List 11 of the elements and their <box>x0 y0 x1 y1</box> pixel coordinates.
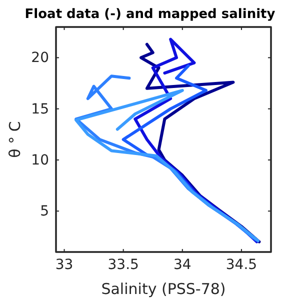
y-tick-label: 10 <box>31 152 49 168</box>
x-tick-label: 34 <box>173 256 192 273</box>
x-tick-label: 33 <box>55 256 74 273</box>
x-axis-title: Salinity (PSS-78) <box>101 280 226 298</box>
y-tick-label: 15 <box>31 101 49 118</box>
y-tick-label: 5 <box>40 204 49 220</box>
x-tick-label: 33.5 <box>108 256 139 273</box>
chart-title: Float data (-) and mapped salinity <box>24 7 276 22</box>
x-tick-label: 34.5 <box>226 256 258 273</box>
y-tick-label: 20 <box>31 50 49 66</box>
y-axis-title: θ ° C <box>6 121 24 158</box>
